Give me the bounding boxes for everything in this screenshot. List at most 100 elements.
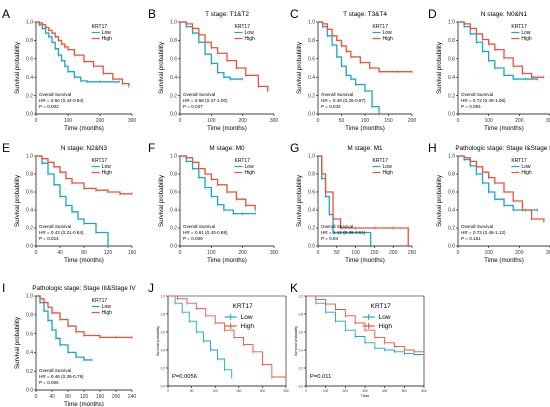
x-tick-label: 200 [238, 118, 247, 124]
y-tick-label: 0.6 [308, 57, 315, 63]
x-tick-label: 200 [112, 394, 121, 400]
y-axis-label: Survival probability [14, 316, 21, 369]
x-tick-label: 40 [57, 250, 63, 256]
annotation-line: P = 0.009 [183, 236, 203, 241]
legend-label-high: High [102, 36, 113, 42]
legend-label-low: Low [102, 30, 112, 36]
panel-title-c: T stage: T3&T4 [343, 11, 387, 18]
y-tick-label: 0.8 [161, 313, 166, 317]
panel-title-e: N stage: N2&N3 [61, 145, 108, 152]
y-tick-label: 0.8 [308, 172, 315, 178]
y-tick-label: 0.6 [448, 190, 455, 196]
x-tick-label: 0 [317, 250, 320, 256]
x-axis-label: Time (months) [345, 125, 385, 132]
x-tick-label: 300 [270, 118, 279, 124]
panel-i: I Pathologic stage: Stage III&Stage IV 0.0… [2, 281, 136, 407]
legend-label-high: High [379, 323, 393, 330]
panel-letter-i: I [2, 281, 5, 295]
x-tick-label: 0 [179, 118, 182, 124]
x-tick-label: 150 [236, 389, 242, 393]
y-tick-label: 0.8 [26, 313, 33, 319]
y-tick-label: 0.2 [26, 226, 33, 232]
x-tick-label: 300 [546, 118, 550, 124]
annotation-line: Overall Survival [183, 92, 215, 97]
x-tick-label: 100 [323, 389, 329, 393]
y-tick-label: 0.6 [170, 57, 177, 63]
y-tick-label: 0.0 [308, 244, 315, 250]
y-tick-label: 0.6 [26, 57, 33, 63]
x-tick-label: 100 [207, 250, 216, 256]
y-tick-label: 0.8 [170, 38, 177, 44]
x-tick-label: 160 [128, 250, 137, 256]
x-tick-label: 100 [484, 250, 493, 256]
y-tick-label: 0.8 [26, 38, 33, 44]
x-tick-label: 240 [128, 394, 137, 400]
y-tick-label: 1.0 [448, 154, 455, 160]
legend-label-low: Low [521, 30, 531, 36]
x-tick-label: 600 [421, 389, 427, 393]
y-tick-label: 0.4 [26, 208, 33, 214]
x-tick-label: 50 [334, 250, 340, 256]
x-tick-label: 100 [361, 118, 370, 124]
y-tick-label: 0.8 [170, 172, 177, 178]
y-tick-label: 1.0 [308, 154, 315, 160]
x-tick-label: 100 [213, 389, 219, 393]
y-tick-label: 0.0 [161, 385, 166, 389]
annotation-line: P = 0.042 [321, 104, 341, 109]
x-tick-label: 0 [35, 250, 38, 256]
y-tick-label: 0.2 [170, 226, 177, 232]
x-tick-label: 0 [35, 394, 38, 400]
panel-letter-d: D [428, 7, 437, 21]
y-tick-label: 1.0 [26, 294, 33, 300]
y-tick-label: 0.2 [26, 93, 33, 99]
y-tick-label: 0.6 [448, 57, 455, 63]
legend-label-high: High [102, 310, 113, 316]
x-axis-label: Time [361, 393, 371, 398]
panel-letter-f: F [148, 141, 155, 155]
legend-label-high: High [102, 170, 113, 176]
panel-title-g: M stage: M1 [347, 145, 383, 152]
y-axis-label: Survival probability [14, 41, 21, 94]
x-tick-label: 300 [546, 250, 550, 256]
annotation-line: P = 0.002 [39, 104, 59, 109]
survival-curve-low [180, 21, 243, 80]
legend-label-high: High [241, 323, 255, 330]
panel-f: F M stage: M0 0.0 0.2 0.4 0.6 0.8 1.0 0 100 200 300… [148, 141, 278, 264]
panel-g: G M stage: M1 0.0 0.2 0.4 0.6 0.8 1.0 0 50 100 150 2… [290, 141, 416, 264]
y-axis-label: Survival probability [156, 326, 160, 356]
x-tick-label: 160 [96, 394, 105, 400]
annotation-line: P = 0.047 [183, 104, 203, 109]
panel-title-h: Pathologic stage: Stage I&Stage II [455, 145, 550, 152]
x-tick-label: 40 [49, 394, 55, 400]
panel-j: J 0.0 0.2 0.4 0.6 0.8 1.0 0 50 100 150 200 250 Surviv… [148, 281, 289, 393]
panel-title-f: M stage: M0 [209, 145, 245, 152]
annotation-line: P = 0.094 [461, 104, 481, 109]
y-tick-label: 0.8 [308, 38, 315, 44]
survival-curve-low [36, 295, 92, 361]
annotation-line: HR = 0.68 (0.47-1.00) [183, 98, 228, 103]
annotation-line: HR = 0.72 (0.49-1.06) [461, 98, 506, 103]
y-tick-label: 0.0 [448, 112, 455, 118]
x-tick-label: 250 [408, 250, 417, 256]
x-axis-label: Time (months) [484, 257, 524, 264]
annotation-line: Overall Survival [39, 92, 71, 97]
y-tick-label: 0.6 [299, 331, 304, 335]
y-axis-label: Survival probability [436, 174, 443, 227]
y-tick-label: 0.4 [170, 75, 177, 81]
x-tick-label: 200 [96, 118, 105, 124]
y-tick-label: 0.0 [448, 244, 455, 250]
y-axis-label: Survival probability [296, 174, 303, 227]
y-tick-label: 1.0 [170, 154, 177, 160]
annotation-line: Overall Survival [321, 224, 353, 229]
panel-letter-a: A [2, 7, 10, 21]
x-axis-label: Time (months) [207, 125, 247, 132]
panel-h: H Pathologic stage: Stage I&Stage II 0.0 0.… [428, 141, 550, 264]
x-tick-label: 0 [305, 389, 307, 393]
annotation-line: HR = 0.73 (0.48-1.12) [461, 230, 506, 235]
panel-title-d: N stage: N0&N1 [481, 11, 528, 18]
annotation-line: Overall Survival [39, 224, 71, 229]
annotation-line: Overall Survival [321, 92, 353, 97]
panel-letter-k: K [290, 281, 298, 295]
panel-letter-h: H [428, 141, 437, 155]
panel-letter-j: J [148, 281, 154, 295]
